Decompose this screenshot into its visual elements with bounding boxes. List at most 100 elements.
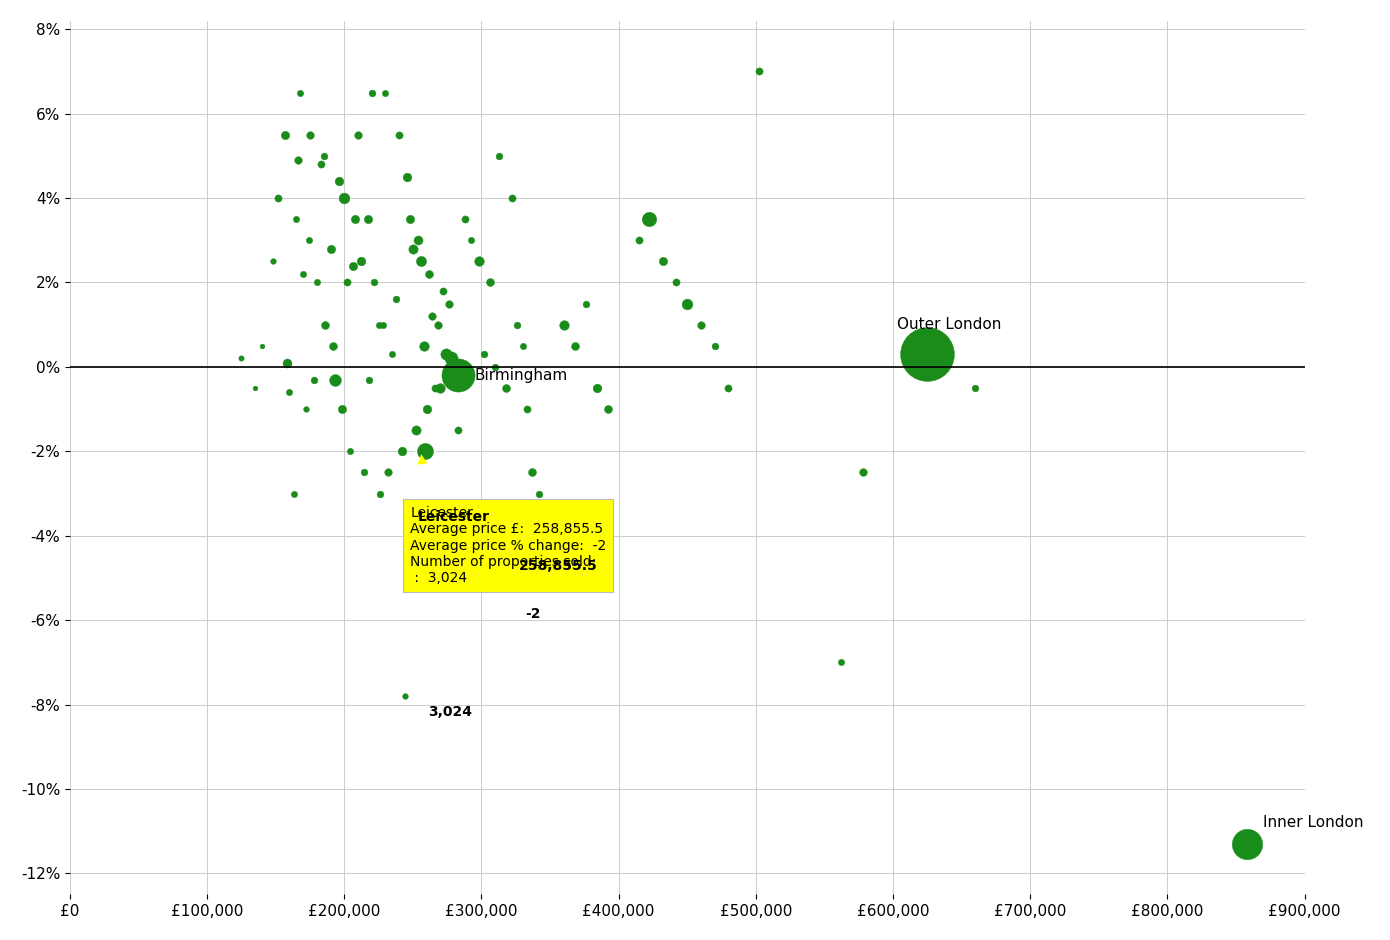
Point [516, 401, 538, 416]
Point [282, 486, 304, 501]
Point [676, 296, 698, 311]
Point [410, 254, 432, 269]
Point [345, 212, 367, 227]
Point [438, 296, 460, 311]
Point [459, 233, 481, 248]
Point [274, 127, 296, 142]
Point [1236, 837, 1258, 852]
Point [306, 275, 328, 290]
Point [396, 169, 418, 184]
Point [512, 338, 534, 353]
Point [388, 127, 410, 142]
Point [500, 191, 523, 206]
Point [297, 233, 320, 248]
Point [652, 254, 674, 269]
Point [441, 351, 463, 366]
Point [289, 85, 311, 100]
Point [542, 528, 564, 543]
Point [596, 401, 619, 416]
Point [299, 127, 321, 142]
Point [357, 372, 379, 387]
Point [286, 152, 309, 167]
Point [535, 507, 557, 522]
Point [495, 381, 517, 396]
Text: Leicester: Leicester [417, 510, 489, 525]
Point [717, 381, 739, 396]
Point [322, 338, 345, 353]
Point [574, 296, 596, 311]
Point [374, 85, 396, 100]
Point [348, 127, 370, 142]
Point [830, 655, 852, 670]
Text: -2: -2 [525, 607, 541, 621]
Point [314, 317, 336, 332]
Point [852, 465, 874, 480]
Point [506, 317, 528, 332]
Point [363, 275, 385, 290]
Point [666, 275, 688, 290]
Point [356, 212, 378, 227]
Point [563, 338, 585, 353]
Point [334, 191, 356, 206]
Point [342, 258, 364, 274]
Point [748, 64, 770, 79]
Point [448, 423, 470, 438]
Point [421, 308, 443, 323]
Point [285, 212, 307, 227]
Point [528, 486, 550, 501]
Point [402, 242, 424, 257]
Point [324, 372, 346, 387]
Point [303, 372, 325, 387]
Text: Leicester
Average price £:  258,855.5
Average price % change:  -2
Number of prop: Leicester Average price £: 258,855.5 Ave… [410, 506, 606, 585]
Point [478, 275, 500, 290]
Point [385, 291, 407, 306]
Point [367, 317, 389, 332]
Point [430, 381, 452, 396]
Point [521, 465, 543, 480]
Point [231, 351, 253, 366]
Point [450, 528, 473, 543]
Text: 3,024: 3,024 [428, 704, 473, 718]
Point [467, 254, 489, 269]
Point [399, 212, 421, 227]
Point [360, 85, 382, 100]
Point [320, 242, 342, 257]
Point [455, 212, 477, 227]
Point [393, 689, 416, 704]
Point [275, 355, 297, 370]
Point [414, 444, 436, 459]
Point [424, 381, 446, 396]
Point [628, 233, 651, 248]
Point [463, 549, 485, 564]
Text: Outer London: Outer London [897, 317, 1002, 332]
Point [484, 359, 506, 374]
Point [381, 347, 403, 362]
Point [965, 381, 987, 396]
Point [310, 157, 332, 172]
Text: 258,855.5: 258,855.5 [518, 559, 598, 572]
Point [339, 444, 361, 459]
Point [404, 423, 427, 438]
Point [371, 317, 393, 332]
Point [427, 317, 449, 332]
Point [353, 465, 375, 480]
Point [278, 384, 300, 400]
Point [703, 338, 726, 353]
Point [328, 174, 350, 189]
Point [391, 444, 413, 459]
Point [473, 347, 495, 362]
Point [432, 284, 455, 299]
Point [435, 347, 457, 362]
Point [488, 149, 510, 164]
Point [261, 254, 284, 269]
Point [295, 401, 317, 416]
Point [336, 275, 359, 290]
Point [553, 317, 575, 332]
Point [416, 401, 438, 416]
Point [292, 267, 314, 282]
Point [443, 364, 466, 379]
Point [313, 149, 335, 164]
Text: Inner London: Inner London [1264, 815, 1364, 830]
Point [689, 317, 712, 332]
Point [407, 233, 430, 248]
